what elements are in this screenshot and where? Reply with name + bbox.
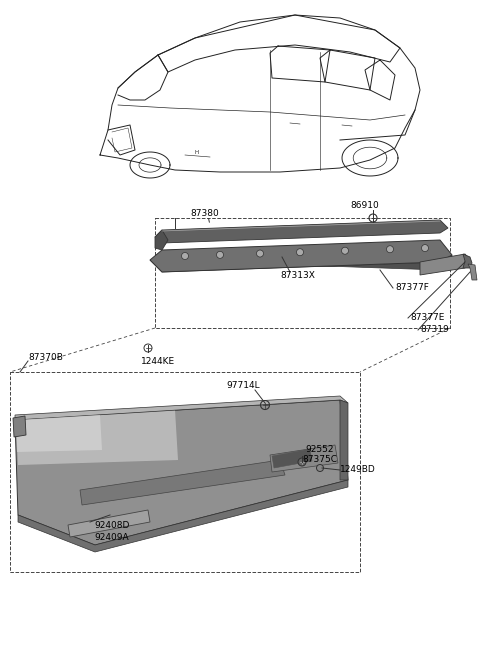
Text: 1249BD: 1249BD (340, 466, 376, 474)
Polygon shape (468, 264, 477, 280)
Circle shape (421, 244, 429, 252)
Text: 92408D: 92408D (94, 522, 130, 530)
Bar (10, 372, 360, 572)
Text: 87370B: 87370B (28, 353, 63, 363)
Polygon shape (340, 400, 348, 480)
Circle shape (256, 250, 264, 257)
Polygon shape (16, 410, 178, 465)
Polygon shape (150, 255, 452, 272)
Circle shape (316, 464, 324, 472)
Text: 87377F: 87377F (395, 284, 429, 292)
Polygon shape (18, 480, 348, 552)
Text: 1244KE: 1244KE (141, 357, 175, 367)
Polygon shape (272, 449, 312, 468)
Polygon shape (155, 220, 448, 243)
Text: 87319: 87319 (420, 325, 449, 334)
Polygon shape (463, 254, 472, 268)
Polygon shape (15, 400, 348, 545)
Polygon shape (68, 510, 150, 537)
Circle shape (298, 458, 306, 466)
Circle shape (297, 249, 303, 256)
Polygon shape (420, 254, 470, 275)
Text: 92409A: 92409A (95, 533, 129, 541)
Text: 87377E: 87377E (410, 313, 444, 323)
Polygon shape (13, 416, 26, 437)
Polygon shape (15, 396, 348, 420)
Bar (155, 218, 450, 328)
Polygon shape (155, 230, 168, 250)
Text: 97714L: 97714L (226, 382, 260, 390)
Polygon shape (270, 445, 338, 472)
Circle shape (386, 246, 394, 253)
Circle shape (341, 247, 348, 254)
Polygon shape (150, 240, 452, 272)
Circle shape (216, 252, 224, 258)
Polygon shape (80, 460, 285, 505)
Text: 92552: 92552 (306, 445, 334, 455)
Text: H: H (195, 150, 199, 154)
Text: 87380: 87380 (191, 208, 219, 217)
Text: 87375C: 87375C (302, 455, 337, 464)
Polygon shape (16, 415, 102, 452)
Text: 86910: 86910 (350, 202, 379, 210)
Circle shape (181, 252, 189, 260)
Text: 87313X: 87313X (281, 271, 315, 279)
